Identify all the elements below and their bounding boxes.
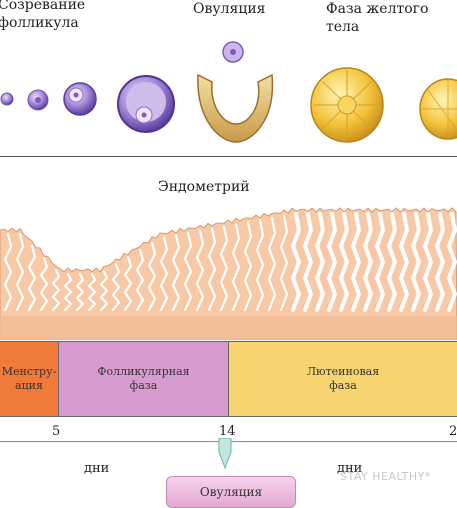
endometrial-gland [243,221,253,312]
follicle-stage-3 [63,82,97,116]
endometrial-gland [327,212,337,312]
corpus-luteum-regressing [419,78,457,140]
endometrium-glands [3,212,457,312]
label-follicle-maturation: Созревание фолликула [0,0,86,31]
endometrial-gland [411,212,421,312]
endometrial-gland [219,225,229,312]
released-ovum [222,41,244,63]
follicle-stage-2 [27,89,49,111]
endometrial-gland [111,263,121,312]
phase-luteal: Лютеиновая фаза [229,342,457,416]
days-label-left: дни [84,461,110,476]
section-divider [0,156,457,157]
endometrial-gland [351,212,361,312]
endometrial-gland [207,227,217,312]
phase-menstruation: Менстру- ация [0,342,59,416]
endometrial-gland [375,212,385,312]
endometrial-gland [303,212,313,312]
endometrial-gland [231,223,241,312]
endometrial-gland [27,244,37,312]
corpus-luteum [310,67,384,143]
endometrial-gland [315,212,325,312]
phase-bar: Менстру- ация Фолликулярная фаза Лютеино… [0,341,457,417]
day-tick-14: 14 [219,424,236,439]
phase-follicular: Фолликулярная фаза [59,342,229,416]
phase-menstruation-label: Менстру- ация [1,365,57,392]
endometrial-gland [123,256,133,312]
ruptured-follicle [197,73,274,143]
days-label-right: дни [337,461,363,476]
day-tick-28: 2 [449,424,457,439]
phase-luteal-label: Лютеиновая фаза [306,365,380,392]
endometrial-gland [423,212,433,312]
day-tick-5: 5 [52,424,61,439]
endometrial-gland [63,272,73,312]
endometrial-gland [447,212,457,312]
ovulation-pointer-icon [218,438,232,470]
endometrial-gland [135,248,145,312]
endometrial-gland [195,229,205,312]
endometrial-gland [99,270,109,312]
phase-follicular-label: Фолликулярная фаза [97,365,190,392]
endometrial-gland [159,236,169,312]
endometrial-gland [75,272,85,312]
endometrial-gland [15,232,25,312]
endometrial-gland [183,231,193,312]
ovulation-callout-box: Овуляция [166,476,296,508]
endometrial-gland [387,212,397,312]
follicle-stage-4 [117,75,175,133]
label-endometrium: Эндометрий [158,179,250,195]
label-ovulation: Овуляция [193,1,266,17]
label-luteal-body-phase: Фаза желтого тела [326,1,429,35]
endometrial-gland [279,214,289,312]
endometrial-gland [399,212,409,312]
endometrial-gland [363,212,373,312]
endometrial-gland [435,212,445,312]
endometrial-gland [291,212,301,312]
follicle-development-illustration [0,41,457,143]
endometrial-gland [267,216,277,312]
endometrial-gland [147,241,157,312]
endometrial-gland [51,268,61,312]
endometrial-gland [339,212,349,312]
follicle-stage-1 [0,92,14,106]
endometrial-gland [39,256,49,312]
endometrial-gland [87,272,97,312]
endometrial-gland [255,218,265,312]
endometrial-gland [3,232,13,312]
endometrium-illustration [0,207,457,340]
watermark: STAY HEALTHY* [340,470,431,483]
ovulation-callout-label: Овуляция [199,485,263,499]
endometrial-gland [171,234,181,312]
